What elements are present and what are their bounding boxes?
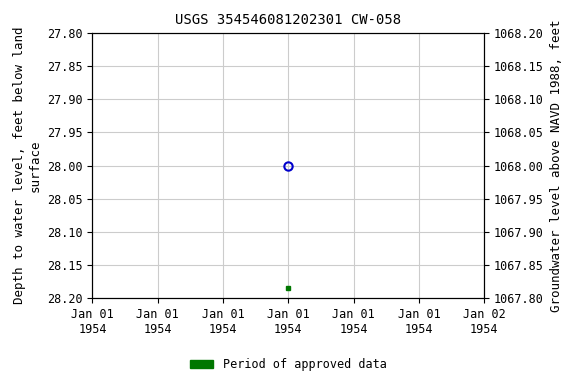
Y-axis label: Depth to water level, feet below land
surface: Depth to water level, feet below land su… [13, 27, 41, 304]
Title: USGS 354546081202301 CW-058: USGS 354546081202301 CW-058 [175, 13, 401, 28]
Legend: Period of approved data: Period of approved data [185, 354, 391, 376]
Y-axis label: Groundwater level above NAVD 1988, feet: Groundwater level above NAVD 1988, feet [550, 19, 563, 312]
